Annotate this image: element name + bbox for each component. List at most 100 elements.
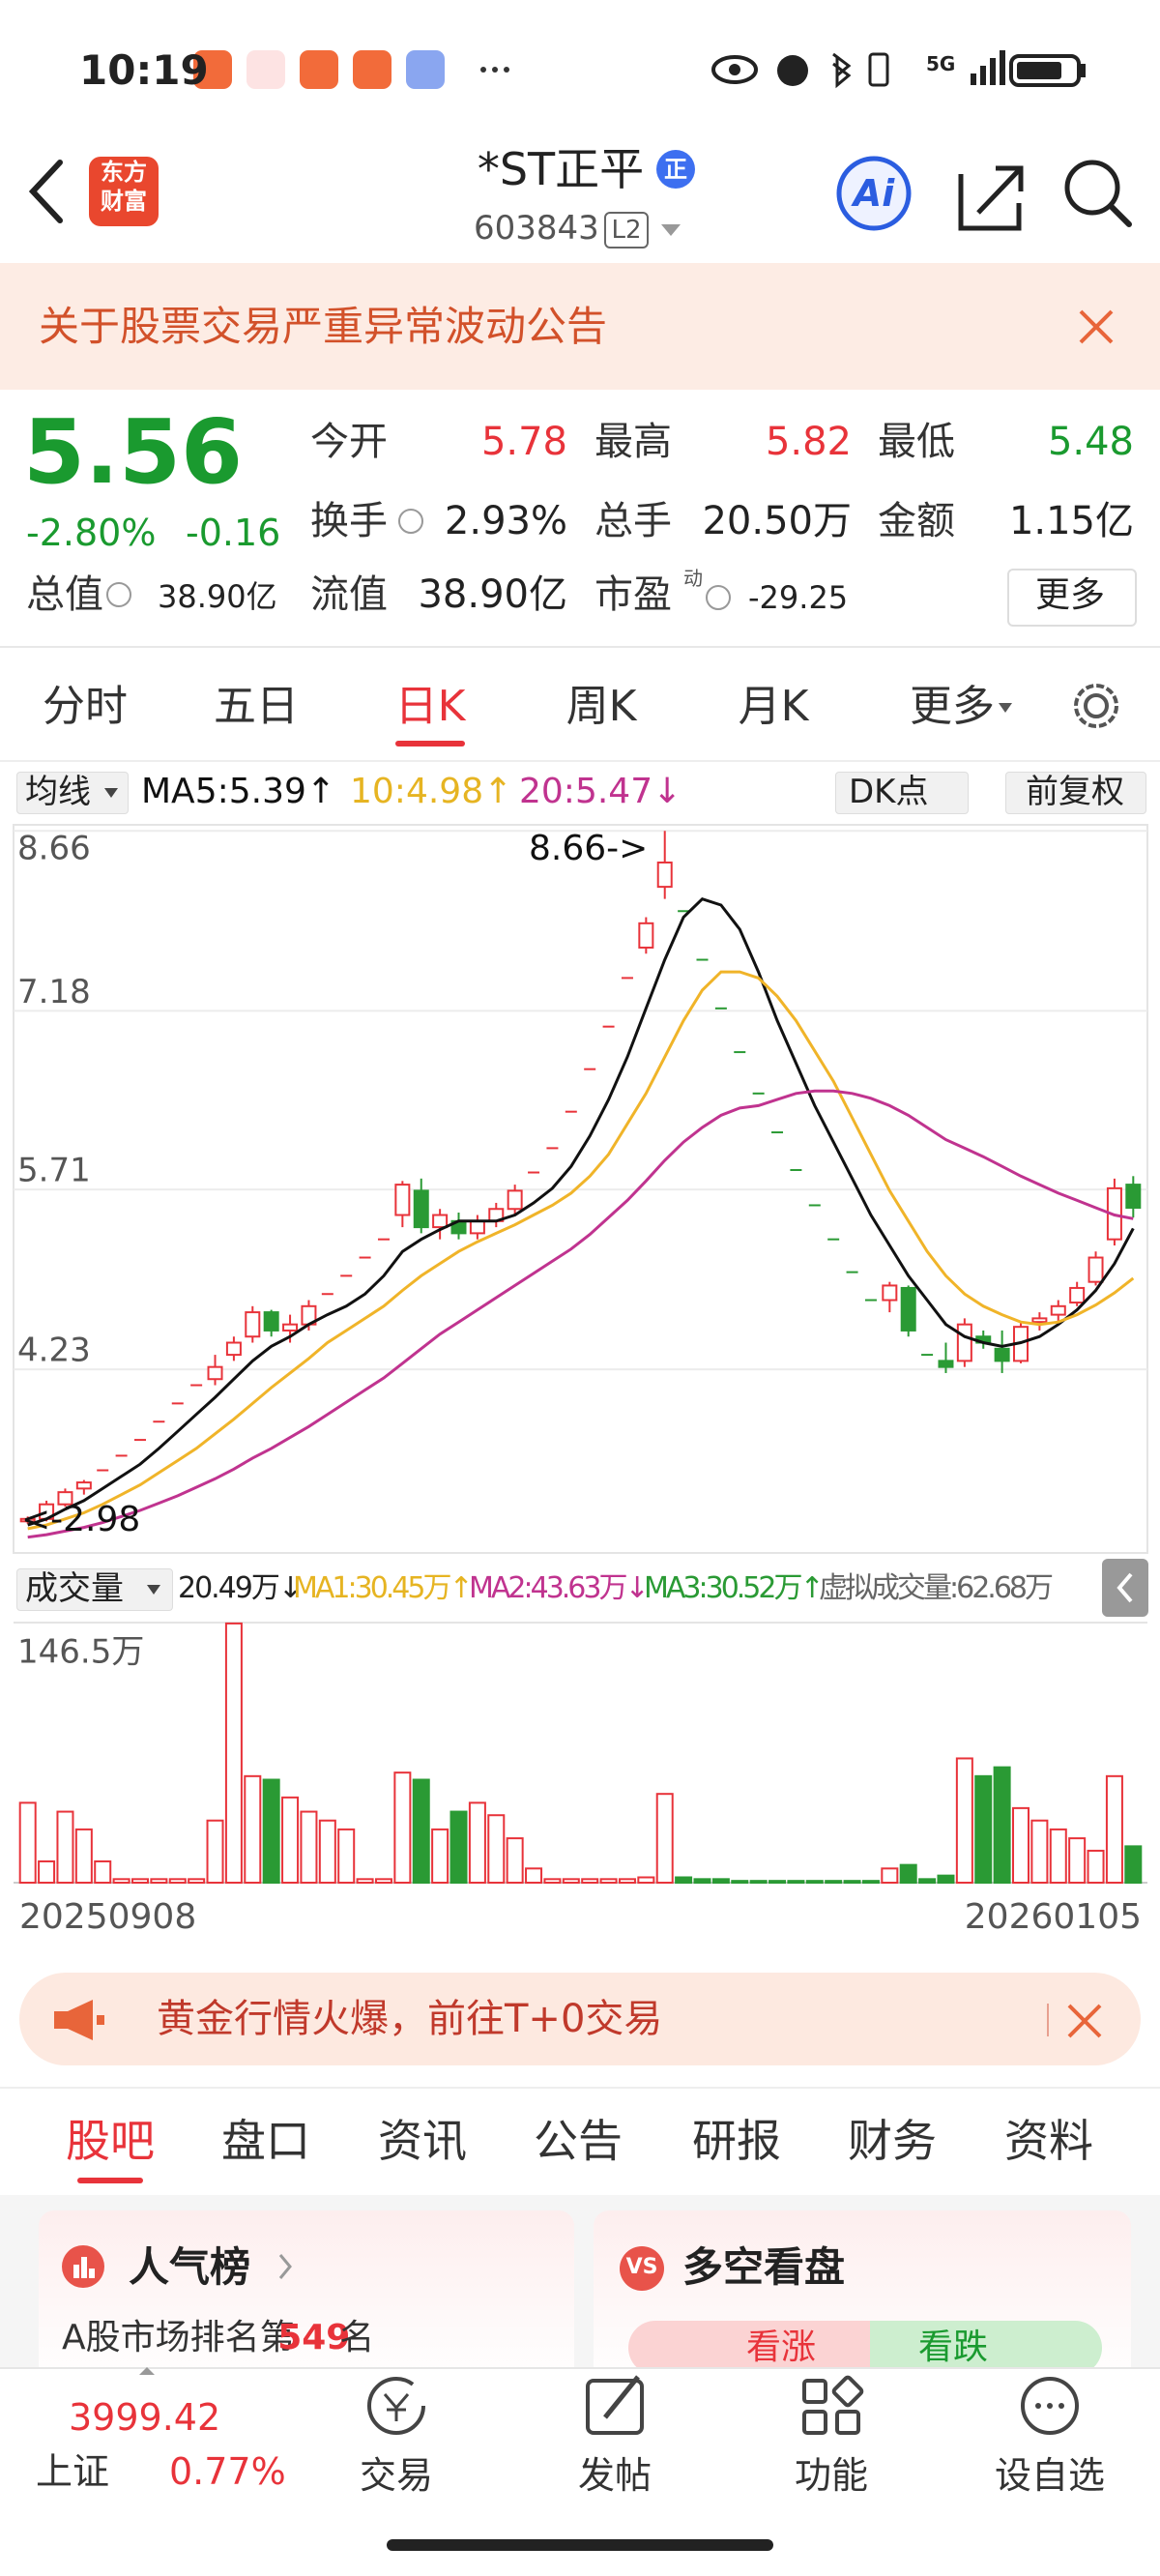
y-tick-label: 5.71 <box>17 1152 91 1190</box>
y-tick-label: 4.23 <box>17 1332 91 1370</box>
last-price: 5.56 <box>23 400 243 504</box>
volume-bar <box>805 1880 824 1884</box>
volume-bar <box>899 1863 917 1884</box>
megaphone-icon <box>54 2000 104 2040</box>
volume-bar <box>787 1880 805 1884</box>
info-tab[interactable]: 资料 <box>1004 2115 1093 2167</box>
field-value: 5.82 <box>765 420 852 464</box>
volume-bar <box>1030 1819 1049 1884</box>
notice-text[interactable]: 关于股票交易严重异常波动公告 <box>39 303 608 350</box>
settings-icon[interactable] <box>1069 679 1123 733</box>
info-icon[interactable] <box>398 509 423 534</box>
volume-bar <box>693 1878 711 1884</box>
info-tab[interactable]: 研报 <box>692 2115 781 2167</box>
period-tab[interactable]: 五日 <box>214 682 299 731</box>
info-tab[interactable]: 财务 <box>848 2115 937 2167</box>
info-icon[interactable] <box>106 582 131 607</box>
field-value: 2.93% <box>444 499 567 543</box>
volume-bar <box>1124 1845 1143 1884</box>
field-value: 5.78 <box>480 420 567 464</box>
info-tab[interactable]: 股吧 <box>66 2115 155 2167</box>
field-label: 总手 <box>594 499 672 543</box>
index-pct[interactable]: 0.77% <box>169 2450 286 2493</box>
volume-legend: MA1:30.45万↑ <box>293 1571 474 1605</box>
candle-body <box>656 861 673 889</box>
adjust-text[interactable]: 前复权 <box>1026 773 1124 811</box>
notice-bar[interactable] <box>0 263 1160 390</box>
nav-item[interactable]: 发帖 <box>577 2454 652 2497</box>
ma5-legend: MA5:5.39↑ <box>141 772 336 811</box>
volume-bar <box>337 1828 356 1884</box>
volume-bar <box>581 1878 599 1884</box>
field-label: 流值 <box>310 572 388 617</box>
field-label: 最低 <box>878 420 955 464</box>
info-icon[interactable] <box>706 585 731 610</box>
badge: 正 <box>664 156 687 183</box>
field-label: 市盈 <box>594 572 672 617</box>
stock-code: 603843 <box>474 209 599 248</box>
volume-bar <box>94 1859 112 1884</box>
volume-bar <box>993 1766 1011 1884</box>
volume-bar <box>711 1878 730 1884</box>
index-name[interactable]: 上证 <box>36 2450 110 2493</box>
period-tab[interactable]: 周K <box>566 682 637 731</box>
volume-bar <box>562 1878 580 1884</box>
volume-bar <box>300 1810 318 1884</box>
bull-pill[interactable] <box>628 2321 870 2375</box>
change-pct: -2.80% <box>26 512 157 554</box>
field-value: -29.25 <box>748 579 849 616</box>
volume-bar <box>918 1878 937 1884</box>
nav-item[interactable]: 交易 <box>359 2454 434 2497</box>
banner-close[interactable] <box>1044 1998 1121 2042</box>
volume-bar <box>130 1878 149 1884</box>
promo-banner[interactable] <box>19 1973 1141 2065</box>
volume-selector-text[interactable]: 成交量 <box>25 1569 124 1608</box>
candle-body <box>263 1311 279 1332</box>
field-label: 今开 <box>310 420 388 464</box>
dk-selector-text[interactable]: DK点 <box>849 773 929 811</box>
candle-body <box>638 922 654 949</box>
network-type: 5G <box>926 52 956 75</box>
info-tab[interactable]: 资讯 <box>378 2115 467 2167</box>
volume-bar <box>38 1859 56 1884</box>
info-tab[interactable]: 公告 <box>534 2115 623 2167</box>
bear-pill[interactable] <box>870 2321 1102 2375</box>
caret <box>999 703 1012 713</box>
nav-item[interactable]: 功能 <box>794 2454 869 2497</box>
x-end-label: 20260105 <box>965 1897 1142 1934</box>
more-button[interactable] <box>1007 569 1137 627</box>
candle-body <box>1088 1256 1104 1283</box>
candle-body <box>1125 1184 1142 1209</box>
bull-label[interactable]: 看涨 <box>745 2327 817 2367</box>
notice-close[interactable] <box>1073 304 1119 350</box>
popularity-card[interactable] <box>39 2210 574 2385</box>
collapse-button[interactable] <box>1102 1559 1148 1617</box>
stock-name: *ST正平 <box>477 143 645 195</box>
candle-body <box>75 1481 92 1490</box>
ai-button[interactable]: Ai <box>853 172 895 215</box>
adjust-selector[interactable] <box>1005 772 1146 814</box>
period-tab[interactable]: 日K <box>394 682 466 731</box>
candle-body <box>938 1360 954 1368</box>
period-tab[interactable]: 更多 <box>910 682 995 731</box>
bear-label[interactable]: 看跌 <box>917 2327 989 2367</box>
nav-item[interactable]: 设自选 <box>994 2454 1106 2497</box>
ma-line <box>27 1089 1134 1539</box>
dk-selector[interactable] <box>835 772 969 814</box>
status-icons <box>193 50 1086 89</box>
ma-selector-text[interactable]: 均线 <box>25 773 91 811</box>
info-tab[interactable]: 盘口 <box>221 2115 310 2167</box>
volume-bar <box>112 1878 130 1884</box>
candle-body <box>900 1286 916 1332</box>
low-annotation: <-2.98 <box>21 1500 140 1539</box>
period-tab[interactable]: 分时 <box>43 682 128 731</box>
candle-body <box>207 1365 223 1381</box>
ma-line <box>27 896 1135 1527</box>
period-tab[interactable]: 月K <box>738 682 809 731</box>
volume-bar <box>487 1814 506 1884</box>
candle-body <box>394 1184 411 1216</box>
index-value[interactable]: 3999.42 <box>69 2396 221 2439</box>
more-button-text[interactable]: 更多 <box>1034 575 1106 615</box>
logo-text: 东方 <box>101 159 147 186</box>
banner-text[interactable]: 黄金行情火爆，前往T+0交易 <box>157 1997 663 2041</box>
